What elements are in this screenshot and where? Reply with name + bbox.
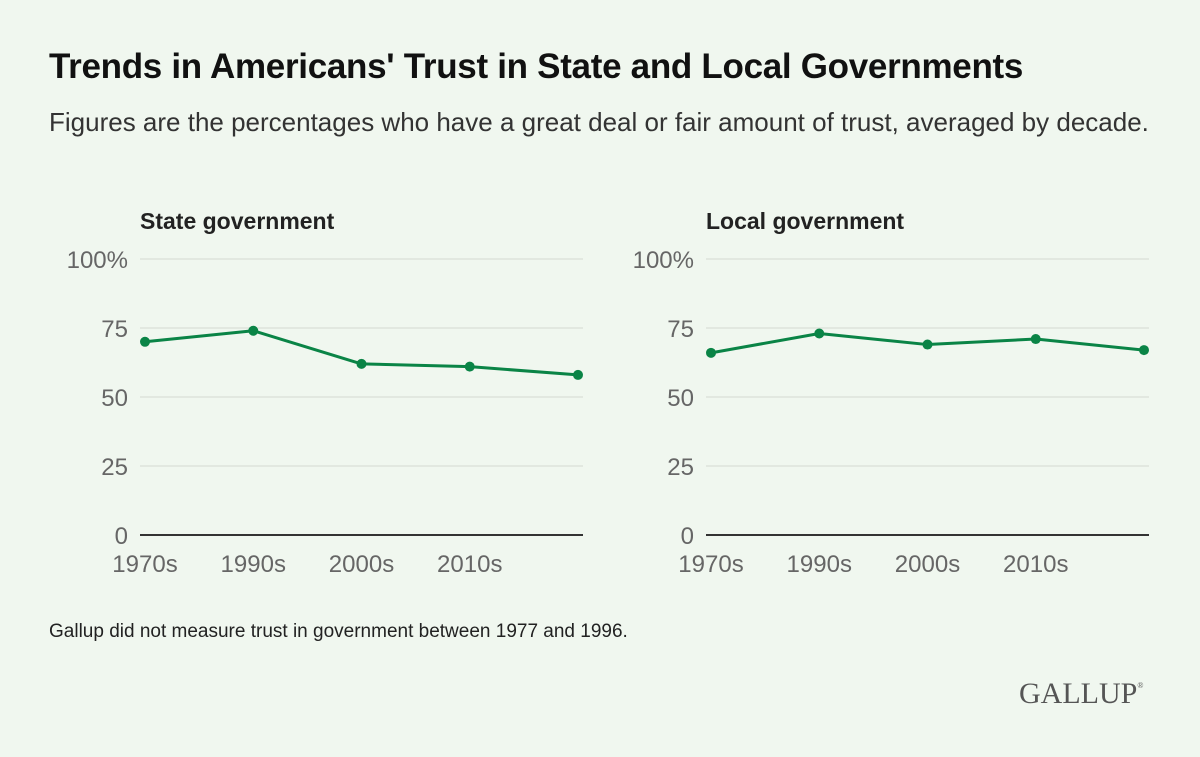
y-tick-label: 100% bbox=[633, 247, 694, 274]
y-tick-label: 0 bbox=[681, 523, 694, 550]
data-point bbox=[464, 361, 475, 372]
x-tick-label: 2010s bbox=[437, 551, 502, 578]
y-tick-label: 50 bbox=[101, 385, 128, 412]
x-tick-label: 2010s bbox=[1003, 551, 1068, 578]
x-tick-label: 1990s bbox=[221, 551, 286, 578]
y-tick-label: 50 bbox=[667, 385, 694, 412]
y-tick-label: 75 bbox=[101, 316, 128, 343]
y-tick-label: 100% bbox=[67, 247, 128, 274]
footnote: Gallup did not measure trust in governme… bbox=[49, 621, 628, 642]
data-point bbox=[1139, 345, 1149, 356]
x-tick-label: 1970s bbox=[678, 551, 743, 578]
y-tick-label: 0 bbox=[115, 523, 128, 550]
registered-mark: ® bbox=[1137, 681, 1144, 690]
data-point bbox=[356, 358, 367, 369]
y-tick-label: 25 bbox=[101, 454, 128, 481]
data-point bbox=[140, 336, 150, 347]
state-chart: 0 25 50 75 100% 1970s 1990s 2000s 2010s bbox=[67, 247, 583, 578]
state-panel-title: State government bbox=[140, 208, 335, 234]
gallup-logo-text: GALLUP bbox=[1019, 677, 1138, 710]
gallup-logo: GALLUP® bbox=[1019, 677, 1143, 711]
data-point bbox=[922, 339, 933, 350]
local-chart: 0 25 50 75 100% 1970s 1990s 2000s 2010s bbox=[633, 247, 1149, 578]
data-point bbox=[706, 347, 716, 358]
data-point bbox=[1030, 334, 1041, 345]
x-tick-label: 1990s bbox=[787, 551, 852, 578]
x-tick-label: 1970s bbox=[112, 551, 177, 578]
data-point bbox=[248, 325, 259, 336]
data-point bbox=[814, 328, 825, 339]
x-tick-label: 2000s bbox=[329, 551, 394, 578]
y-tick-label: 75 bbox=[667, 316, 694, 343]
x-tick-label: 2000s bbox=[895, 551, 960, 578]
chart-title: Trends in Americans' Trust in State and … bbox=[49, 47, 1024, 86]
data-point bbox=[573, 369, 583, 380]
chart-subtitle: Figures are the percentages who have a g… bbox=[49, 107, 1149, 137]
y-tick-label: 25 bbox=[667, 454, 694, 481]
local-panel-title: Local government bbox=[706, 208, 905, 234]
